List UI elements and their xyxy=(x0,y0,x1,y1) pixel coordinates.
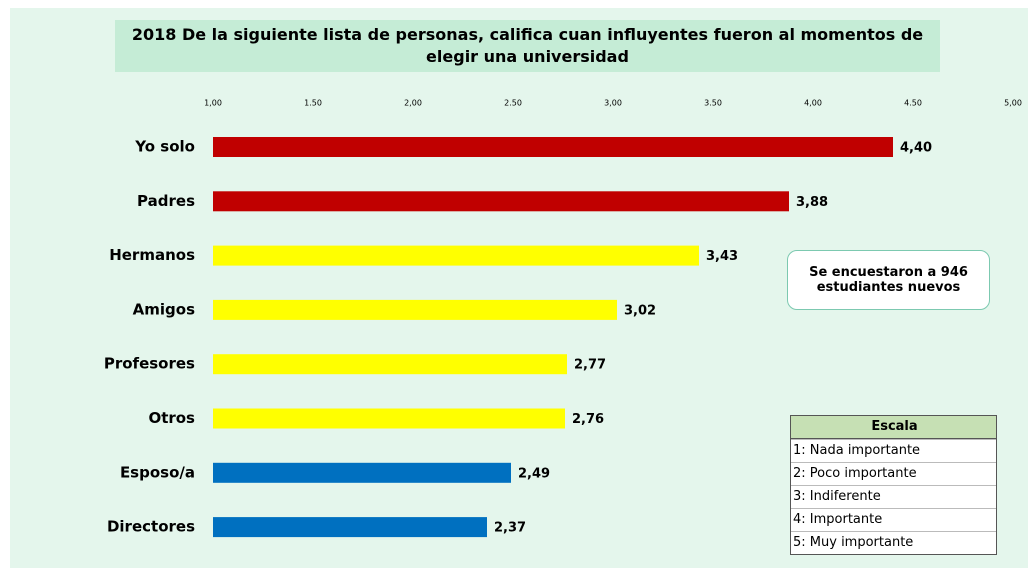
data-label: 2,37 xyxy=(494,521,526,536)
scale-item: 4: Importante xyxy=(791,508,996,531)
x-tick-label: 2.50 xyxy=(504,99,522,108)
bar xyxy=(213,408,565,429)
bar xyxy=(213,137,893,157)
bar xyxy=(213,462,511,483)
scale-item: 1: Nada importante xyxy=(791,439,996,462)
y-tick-label: Otros xyxy=(148,409,195,427)
scale-item: 5: Muy importante xyxy=(791,531,996,554)
data-label: 2,76 xyxy=(572,412,604,427)
bar xyxy=(213,191,789,212)
y-tick-label: Amigos xyxy=(133,300,195,318)
x-tick-label: 4.50 xyxy=(904,99,922,108)
scale-table: Escala 1: Nada importante 2: Poco importa… xyxy=(790,415,997,555)
data-label: 2,49 xyxy=(518,466,550,481)
bar xyxy=(213,245,699,266)
bar xyxy=(213,354,567,375)
y-tick-label: Esposo/a xyxy=(120,463,195,481)
annotation: Se encuestaron a 946 estudiantes nuevos xyxy=(787,250,990,310)
x-tick-label: 1.50 xyxy=(304,99,322,108)
y-tick-label: Yo solo xyxy=(134,138,195,156)
scale-title: Escala xyxy=(791,416,996,439)
data-label: 3,02 xyxy=(624,303,656,318)
x-tick-label: 1,00 xyxy=(204,99,222,108)
y-tick-label: Hermanos xyxy=(109,246,195,264)
data-label: 4,40 xyxy=(900,141,932,156)
data-label: 3,88 xyxy=(796,195,828,210)
y-tick-label: Padres xyxy=(137,192,195,210)
bar xyxy=(213,299,617,320)
x-tick-label: 3,00 xyxy=(604,99,622,108)
scale-item: 2: Poco importante xyxy=(791,462,996,485)
scale-item: 3: Indiferente xyxy=(791,485,996,508)
bar xyxy=(213,517,487,538)
x-tick-label: 3.50 xyxy=(704,99,722,108)
y-tick-label: Profesores xyxy=(104,355,195,373)
data-label: 3,43 xyxy=(706,249,738,264)
chart-title: 2018 De la siguiente lista de personas, … xyxy=(115,20,940,72)
annotation-line: estudiantes nuevos xyxy=(816,280,961,295)
x-tick-label: 2,00 xyxy=(404,99,422,108)
y-tick-label: Directores xyxy=(107,518,195,536)
x-tick-label: 4,00 xyxy=(804,99,822,108)
data-label: 2,77 xyxy=(574,358,606,373)
annotation-line: Se encuestaron a 946 xyxy=(809,265,968,280)
x-tick-label: 5,00 xyxy=(1004,99,1022,108)
